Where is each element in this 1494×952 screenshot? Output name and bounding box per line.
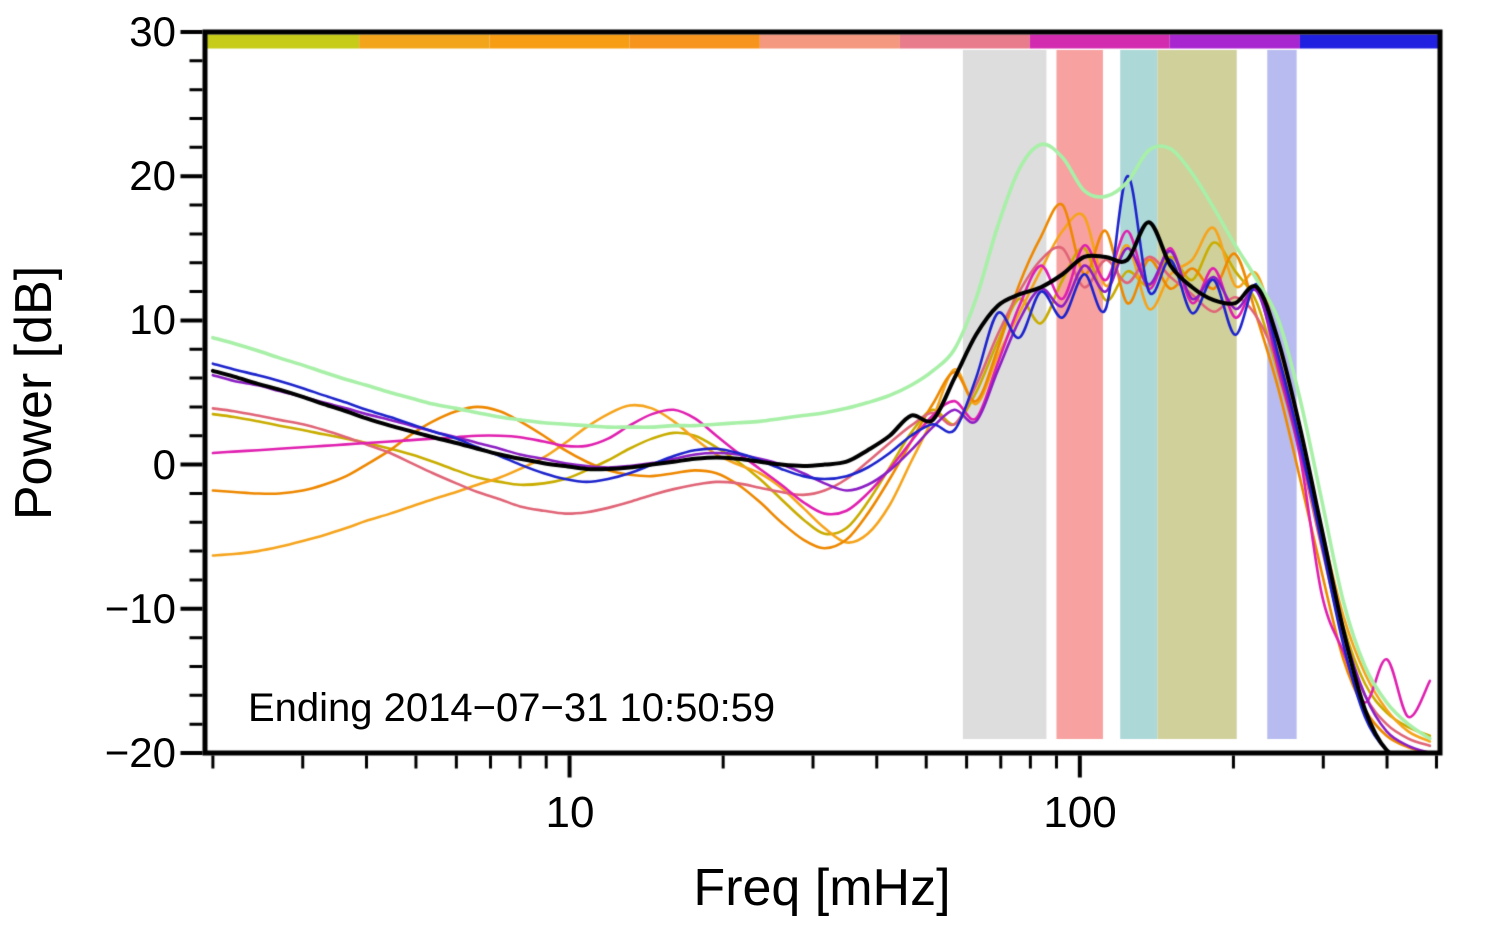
- y-tick-label-neg10: −10: [104, 585, 176, 632]
- y-tick-label-0: 0: [152, 441, 176, 488]
- y-tick-label-neg20: −20: [104, 729, 176, 776]
- ending-time-annotation: Ending 2014−07−31 10:50:59: [248, 686, 776, 730]
- y-tick-label-30: 30: [129, 8, 176, 55]
- x-tick-label-100: 100: [1043, 788, 1117, 837]
- y-tick-label-10: 10: [129, 296, 176, 343]
- y-tick-label-20: 20: [129, 152, 176, 199]
- x-tick-label-10: 10: [545, 788, 595, 837]
- y-axis-title: Power [dB]: [5, 265, 63, 521]
- x-axis-title: Freq [mHz]: [693, 859, 951, 917]
